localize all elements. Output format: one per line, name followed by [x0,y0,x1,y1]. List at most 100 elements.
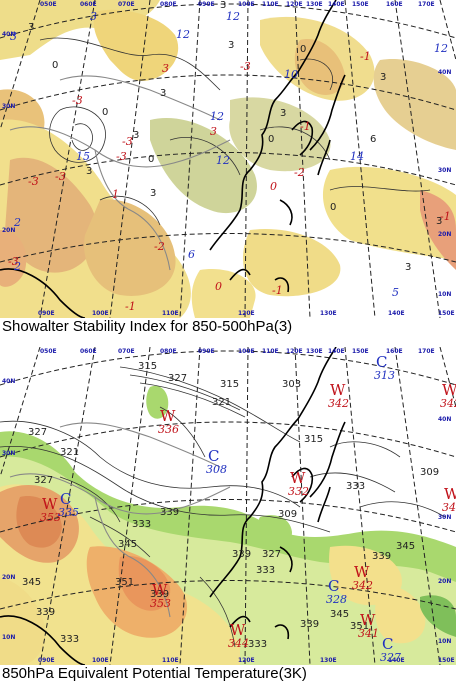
longitude-label: 090E [198,1,215,8]
ept-contour-labels: 3153273213273153093213273333393453513453… [22,361,439,650]
contour-value: 0 [148,154,154,165]
contour-value: -1 [272,284,283,297]
longitude-label: 150E [438,310,455,317]
latitude-label: 40N [2,31,15,38]
contour-value: 333 [132,519,151,530]
contour-value: 3 [90,10,97,23]
contour-value: 339 [232,549,251,560]
ssi-latitude-labels-left: 40N 30N 20N [2,31,15,234]
longitude-label: 100E [92,310,109,317]
ept-borders [9,422,231,618]
contour-value: 309 [420,467,439,478]
longitude-label: 100E [238,348,255,355]
latitude-label: 10N [2,634,15,641]
longitude-label: 100E [92,657,109,664]
longitude-label: 110E [262,1,279,8]
contour-value: 333 [60,634,79,645]
contour-value: 321 [60,447,79,458]
center-value: 336 [158,423,179,436]
latitude-label: 40N [2,378,15,385]
latitude-label: 20N [438,578,451,585]
contour-value: 3 [150,188,156,199]
longitude-label: 130E [306,348,323,355]
contour-value: 327 [34,475,53,486]
longitude-label: 160E [386,1,403,8]
cold-center-marker: C [328,577,339,595]
ept-latitude-labels-right: 40N 30N 20N 10N [438,416,451,645]
latitude-label: 20N [2,227,15,234]
longitude-label: 120E [286,1,303,8]
contour-value: 3 [210,125,217,138]
center-value: 342 [352,579,373,592]
ept-caption: 850hPa Equivalent Potential Temperature(… [2,665,307,682]
ept-coastlines [0,347,346,665]
latitude-label: 30N [2,103,15,110]
ept-contours [0,366,446,648]
contour-value: -3 [28,175,39,188]
contour-value: 339 [160,507,179,518]
latitude-label: 10N [438,291,451,298]
longitude-label: 050E [40,348,57,355]
contour-value: 6 [188,248,195,261]
ssi-map: 050E 060E 070E 080E 090E 100E 110E 120E 130E 140E… [0,0,456,318]
center-value: 353 [150,597,171,610]
contour-value: 0 [102,107,108,118]
longitude-label: 110E [162,310,179,317]
longitude-label: 140E [388,310,405,317]
center-value: 327 [380,651,401,664]
ept-shading [0,385,456,665]
longitude-label: 120E [286,348,303,355]
contour-value: 14 [350,150,364,163]
contour-value: 327 [28,427,47,438]
contour-value: 12 [434,42,448,55]
center-value: 346 [442,501,456,514]
contour-value: 6 [370,134,376,145]
longitude-label: 050E [40,1,57,8]
center-value: 332 [288,485,309,498]
contour-value: -3 [122,135,133,148]
longitude-label: 070E [118,1,135,8]
longitude-label: 150E [438,657,455,664]
contour-value: 12 [226,10,240,23]
contour-value: 10 [284,68,298,81]
ept-longitude-labels-top: 050E 060E 070E 080E 090E 100E 110E 120E 130E 140E… [40,348,435,355]
contour-value: -3 [240,60,251,73]
contour-value: 339 [36,607,55,618]
warm-center-marker: W [230,621,246,639]
longitude-label: 150E [352,348,369,355]
ept-longitude-labels-bottom: 090E 100E 110E 120E 130E 140E 150E [38,657,455,664]
longitude-label: 140E [328,1,345,8]
longitude-label: 090E [38,657,55,664]
contour-value: 345 [396,541,415,552]
contour-value: -1 [125,300,136,313]
warm-center-marker: W [360,611,376,629]
center-value: 353 [40,511,61,524]
cold-center-marker: C [208,447,219,465]
contour-value: 1 [112,188,119,201]
contour-value: -3 [116,150,127,163]
contour-value: -3 [55,170,66,183]
longitude-label: 090E [38,310,55,317]
latitude-label: 40N [438,416,451,423]
contour-value: 333 [346,481,365,492]
longitude-label: 080E [160,1,177,8]
latitude-label: 30N [2,450,15,457]
longitude-label: 110E [262,348,279,355]
contour-value: 0 [52,60,58,71]
contour-value: 315 [304,434,323,445]
longitude-label: 130E [320,657,337,664]
longitude-label: 170E [418,348,435,355]
longitude-label: 140E [328,348,345,355]
ssi-longitude-labels-bottom: 090E 100E 110E 120E 130E 140E 150E [38,310,455,317]
contour-value: 3 [220,0,226,11]
center-value: 344 [228,637,249,650]
contour-value: 315 [138,361,157,372]
ssi-graticule [0,0,456,318]
latitude-label: 10N [438,638,451,645]
contour-value: 3 [380,72,386,83]
longitude-label: 080E [160,348,177,355]
longitude-label: 160E [386,348,403,355]
contour-value: 3 [280,108,286,119]
center-value: 328 [326,593,347,606]
